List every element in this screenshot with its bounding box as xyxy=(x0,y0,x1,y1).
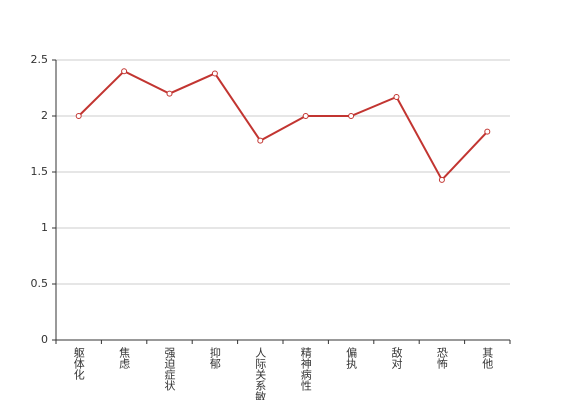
point xyxy=(257,137,264,144)
point xyxy=(211,70,218,77)
point xyxy=(121,68,128,75)
point xyxy=(75,113,82,119)
x-tick-label: 精神病性 xyxy=(299,347,312,392)
point xyxy=(302,113,309,119)
x-tick-label: 其他 xyxy=(481,347,494,369)
y-tick-label: 2 xyxy=(41,109,48,122)
x-tick-label: 焦虑 xyxy=(118,347,131,369)
x-tick-label: 强迫症状 xyxy=(163,347,176,391)
point xyxy=(348,113,355,119)
y-tick-label: 1.5 xyxy=(31,165,49,178)
x-tick-label: 敌对 xyxy=(390,346,403,369)
point xyxy=(484,128,491,135)
x-tick-label: 恐怖 xyxy=(435,347,448,369)
x-tick-label: 偏执 xyxy=(345,346,358,370)
line xyxy=(77,69,489,182)
x-tick-label: 躯体化 xyxy=(72,347,85,381)
x-tick-label: 人际关系敏感 xyxy=(254,347,267,400)
y-tick-label: 0.5 xyxy=(31,277,49,290)
y-tick-label: 2.5 xyxy=(31,53,49,66)
point xyxy=(166,90,173,97)
point xyxy=(438,176,445,183)
x-tick-label: 抑郁 xyxy=(208,346,221,369)
point xyxy=(393,93,400,100)
y-tick-label: 0 xyxy=(41,333,48,346)
y-tick-label: 1 xyxy=(41,221,48,234)
